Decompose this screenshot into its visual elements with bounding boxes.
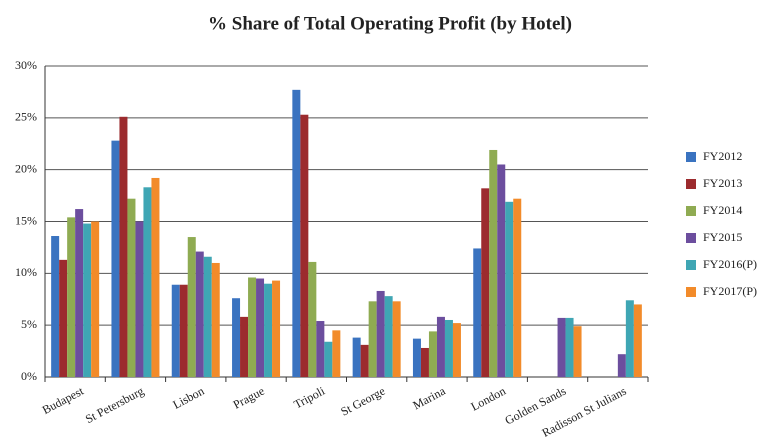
bar <box>179 284 188 377</box>
bar <box>444 319 453 377</box>
bar <box>59 259 68 377</box>
bar <box>332 330 341 377</box>
bar <box>119 116 128 378</box>
bar <box>420 347 429 377</box>
bar <box>384 296 393 377</box>
bar <box>240 316 249 377</box>
x-tick-label: Tripoli <box>291 383 327 411</box>
legend-label: FY2017(P) <box>703 284 757 298</box>
bar <box>91 221 100 377</box>
y-tick-label: 30% <box>15 58 37 72</box>
y-tick-label: 25% <box>15 110 37 124</box>
bar <box>473 248 482 377</box>
bar <box>187 237 196 377</box>
bar <box>171 284 180 377</box>
bar <box>151 177 160 377</box>
bar <box>67 217 76 377</box>
bar <box>292 89 301 378</box>
bar <box>352 337 361 377</box>
x-tick-label: St George <box>338 384 387 419</box>
bar <box>489 149 498 377</box>
bar <box>316 321 325 377</box>
y-tick-label: 15% <box>15 213 37 227</box>
bar <box>633 304 642 377</box>
bar <box>481 188 490 377</box>
bar <box>232 298 241 377</box>
bar <box>505 201 514 377</box>
bar <box>617 354 626 377</box>
bar <box>412 338 421 377</box>
legend-label: FY2016(P) <box>703 257 757 271</box>
x-tick-label: Lisbon <box>170 384 206 412</box>
bar <box>135 221 144 377</box>
x-tick-label: Marina <box>410 383 448 412</box>
legend-label: FY2015 <box>703 230 742 244</box>
legend-swatch <box>686 179 696 189</box>
chart-title: % Share of Total Operating Profit (by Ho… <box>208 13 572 34</box>
bar <box>272 280 281 377</box>
y-tick-label: 20% <box>15 161 37 175</box>
legend-swatch <box>686 233 696 243</box>
bar <box>143 187 152 377</box>
bar <box>308 261 317 377</box>
bar <box>211 262 220 377</box>
bar <box>625 300 634 377</box>
legend-label: FY2014 <box>703 203 742 217</box>
bar <box>392 301 401 377</box>
bar <box>573 326 582 377</box>
bar <box>428 331 437 377</box>
bar <box>360 344 369 377</box>
bar <box>248 277 257 377</box>
legend-label: FY2013 <box>703 176 742 190</box>
bar <box>436 316 445 377</box>
y-tick-label: 5% <box>21 317 37 331</box>
bar <box>497 164 506 377</box>
bar <box>127 198 136 377</box>
bar <box>83 223 92 377</box>
x-tick-label: Budapest <box>40 383 87 417</box>
x-tick-label: Prague <box>231 384 267 412</box>
bar <box>324 341 333 377</box>
legend-swatch <box>686 206 696 216</box>
x-tick-label: London <box>468 384 508 414</box>
bar <box>51 236 60 377</box>
bar <box>368 301 377 377</box>
legend-swatch <box>686 287 696 297</box>
legend-label: FY2012 <box>703 149 742 163</box>
bar <box>75 209 84 377</box>
bar <box>264 283 273 377</box>
bar <box>203 256 212 377</box>
bar <box>195 251 204 377</box>
bar <box>452 323 461 377</box>
y-tick-label: 10% <box>15 265 37 279</box>
bar <box>565 317 574 377</box>
x-tick-label: St Petersburg <box>83 384 146 426</box>
bar <box>111 140 120 377</box>
y-tick-label: 0% <box>21 369 37 383</box>
bar <box>376 290 385 377</box>
legend-swatch <box>686 152 696 162</box>
legend-swatch <box>686 260 696 270</box>
bar <box>300 114 309 378</box>
bar <box>256 278 265 377</box>
bar <box>513 198 522 377</box>
bar <box>557 317 566 377</box>
